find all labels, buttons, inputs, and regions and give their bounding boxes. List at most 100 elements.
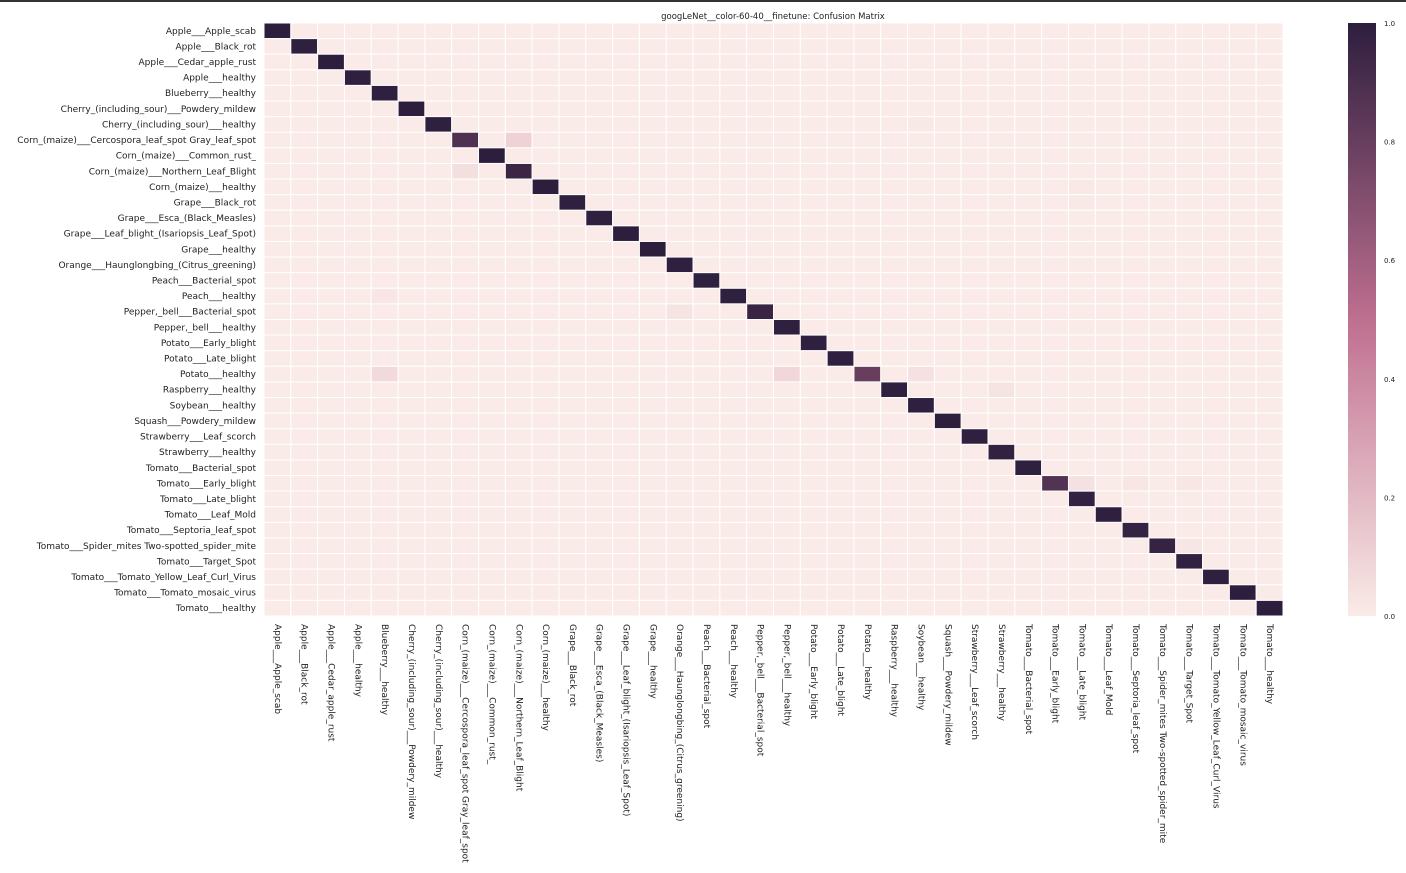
heatmap-cell-r3-c33 [1148, 69, 1177, 86]
heatmap-cell-r18-c18 [746, 303, 774, 321]
heatmap-cell-r23-c8 [478, 381, 506, 399]
heatmap-cell-r3-c21 [826, 69, 855, 86]
heatmap-cell-r34-c4 [370, 553, 399, 570]
heatmap-cell-r2-c30 [1067, 53, 1096, 71]
heatmap-cell-r10-c5 [397, 178, 426, 196]
heatmap-cell-r29-c31 [1094, 475, 1123, 492]
heatmap-cell-r16-c16 [692, 272, 721, 289]
heatmap-cell-r6-c3 [343, 116, 372, 133]
heatmap-cell-r28-c23 [880, 459, 909, 477]
heatmap-cell-r37-c19 [773, 599, 801, 617]
heatmap-cell-r21-c14 [638, 350, 667, 367]
heatmap-cell-r8-c37 [1255, 147, 1284, 164]
heatmap-cell-r26-c12 [585, 428, 614, 445]
heatmap-cell-r6-c2 [317, 116, 345, 133]
heatmap-cell-r8-c32 [1121, 147, 1150, 164]
heatmap-cell-r3-c6 [424, 69, 453, 86]
heatmap-cell-r23-c26 [960, 381, 989, 399]
heatmap-cell-r9-c11 [558, 162, 587, 180]
heatmap-cell-r7-c18 [746, 131, 774, 149]
heatmap-cell-r31-c11 [558, 506, 587, 523]
heatmap-cell-r13-c12 [585, 225, 614, 242]
heatmap-cell-r22-c37 [1255, 365, 1284, 383]
heatmap-cell-r21-c26 [960, 350, 989, 367]
heatmap-cell-r17-c5 [397, 287, 426, 305]
heatmap-cell-r23-c4 [370, 381, 399, 399]
heatmap-cell-r8-c33 [1148, 147, 1177, 164]
heatmap-cell-r5-c6 [424, 100, 453, 118]
heatmap-cell-r34-c33 [1148, 553, 1177, 570]
x-tick-label-33: Tomato___Spider_mites Two-spotted_spider… [1157, 623, 1167, 844]
heatmap-cell-r33-c26 [960, 537, 989, 555]
heatmap-cell-r6-c22 [853, 116, 882, 133]
heatmap-cell-r33-c18 [746, 537, 774, 555]
x-tick-label-28: Tomato___Bacterial_spot [1023, 623, 1033, 735]
heatmap-cell-r24-c13 [612, 397, 640, 414]
heatmap-cell-r17-c11 [558, 287, 587, 305]
heatmap-cell-r0-c13 [612, 22, 640, 40]
heatmap-cell-r3-c1 [290, 69, 319, 86]
heatmap-cell-r23-c20 [799, 381, 828, 399]
heatmap-cell-r37-c21 [826, 599, 855, 617]
heatmap-cell-r13-c1 [290, 225, 319, 242]
x-tick-label-34: Tomato___Target_Spot [1184, 623, 1194, 724]
heatmap-cell-r36-c6 [424, 584, 453, 601]
x-tick-label-7: Corn_(maize)___Cercospora_leaf_spot Gray… [460, 624, 470, 863]
heatmap-cell-r20-c28 [1014, 334, 1043, 352]
heatmap-cell-r30-c33 [1148, 490, 1177, 508]
heatmap-cell-r14-c25 [933, 240, 962, 258]
heatmap-cell-r16-c32 [1121, 272, 1150, 289]
heatmap-cell-r10-c25 [933, 178, 962, 196]
heatmap-cell-r35-c10 [531, 568, 560, 586]
heatmap-cell-r18-c22 [853, 303, 882, 321]
y-tick-label-30: Tomato___Late_blight [159, 495, 257, 505]
heatmap-cell-r9-c32 [1121, 162, 1150, 180]
heatmap-cell-r5-c29 [1041, 100, 1069, 118]
heatmap-cell-r9-c4 [370, 162, 399, 180]
heatmap-cell-r25-c26 [960, 412, 989, 430]
heatmap-cell-r31-c20 [799, 506, 828, 523]
heatmap-cell-r28-c13 [612, 459, 640, 477]
heatmap-cell-r33-c20 [799, 537, 828, 555]
heatmap-cell-r4-c31 [1094, 84, 1123, 102]
heatmap-cell-r13-c36 [1228, 225, 1257, 242]
heatmap-cell-r11-c9 [504, 194, 533, 211]
heatmap-cell-r20-c36 [1228, 334, 1257, 352]
heatmap-cell-r25-c2 [317, 412, 345, 430]
heatmap-cell-r12-c14 [638, 209, 667, 227]
heatmap-cell-r17-c29 [1041, 287, 1069, 305]
heatmap-cell-r34-c12 [585, 553, 614, 570]
heatmap-cell-r29-c4 [370, 475, 399, 492]
heatmap-cell-r35-c37 [1255, 568, 1284, 586]
heatmap-cell-r12-c31 [1094, 209, 1123, 227]
heatmap-cell-r29-c8 [478, 475, 506, 492]
heatmap-cell-r33-c23 [880, 537, 909, 555]
y-tick-label-34: Tomato___Target_Spot [156, 557, 257, 567]
heatmap-cell-r33-c11 [558, 537, 587, 555]
heatmap-cell-r28-c28 [1014, 459, 1043, 477]
heatmap-cell-r2-c21 [826, 53, 855, 71]
heatmap-cell-r32-c21 [826, 521, 855, 539]
heatmap-cell-r9-c29 [1041, 162, 1069, 180]
heatmap-cell-r6-c25 [933, 116, 962, 133]
heatmap-cell-r8-c22 [853, 147, 882, 164]
heatmap-cell-r29-c25 [933, 475, 962, 492]
heatmap-cell-r36-c15 [665, 584, 694, 601]
heatmap-cell-r28-c2 [317, 459, 345, 477]
heatmap-cell-r32-c13 [612, 521, 640, 539]
heatmap-cell-r13-c27 [987, 225, 1016, 242]
heatmap-cell-r33-c5 [397, 537, 426, 555]
heatmap-cell-r22-c21 [826, 365, 855, 383]
heatmap-cell-r34-c36 [1228, 553, 1257, 570]
heatmap-cell-r14-c2 [317, 240, 345, 258]
heatmap-cell-r3-c23 [880, 69, 909, 86]
x-tick-label-8: Corn_(maize)___Common_rust_ [486, 624, 496, 765]
y-tick-label-19: Pepper,_bell___healthy [154, 323, 257, 333]
heatmap-cell-r1-c19 [773, 38, 801, 55]
heatmap-cell-r10-c35 [1202, 178, 1230, 196]
heatmap-cell-r4-c10 [531, 84, 560, 102]
heatmap-cell-r21-c23 [880, 350, 909, 367]
heatmap-cell-r20-c31 [1094, 334, 1123, 352]
heatmap-cell-r20-c23 [880, 334, 909, 352]
heatmap-cell-r17-c12 [585, 287, 614, 305]
